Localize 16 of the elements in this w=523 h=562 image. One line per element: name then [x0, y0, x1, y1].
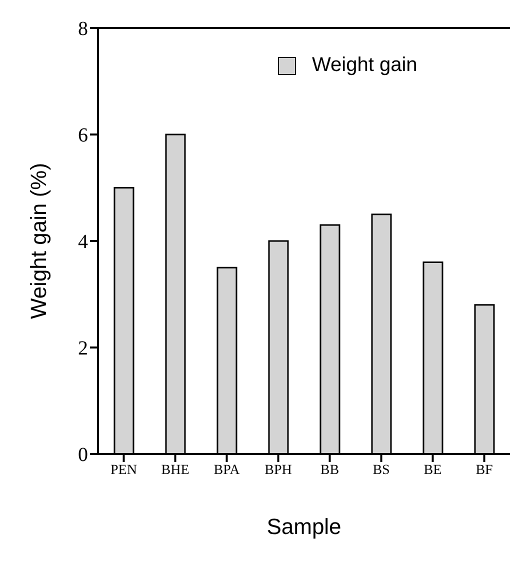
x-tick-label: BE — [424, 462, 442, 478]
x-tick-label: BF — [476, 462, 494, 478]
x-tick-label: BB — [320, 462, 340, 478]
x-tick-label: BPA — [214, 462, 241, 478]
x-tick-label: PEN — [110, 462, 137, 478]
x-tick-label: BHE — [161, 462, 190, 478]
y-tick-label: 0 — [78, 444, 88, 466]
y-tick-label: 2 — [78, 338, 88, 360]
y-axis-title: Weight gain (%) — [26, 162, 51, 320]
x-axis-title: Sample — [266, 514, 342, 539]
x-tick-label: BPH — [264, 462, 292, 478]
y-tick-label: 8 — [78, 18, 88, 40]
y-tick-label: 6 — [78, 124, 88, 147]
x-tick-label: BS — [372, 462, 390, 478]
y-tick-label: 4 — [78, 231, 88, 254]
legend-label: Weight gain — [312, 54, 418, 77]
